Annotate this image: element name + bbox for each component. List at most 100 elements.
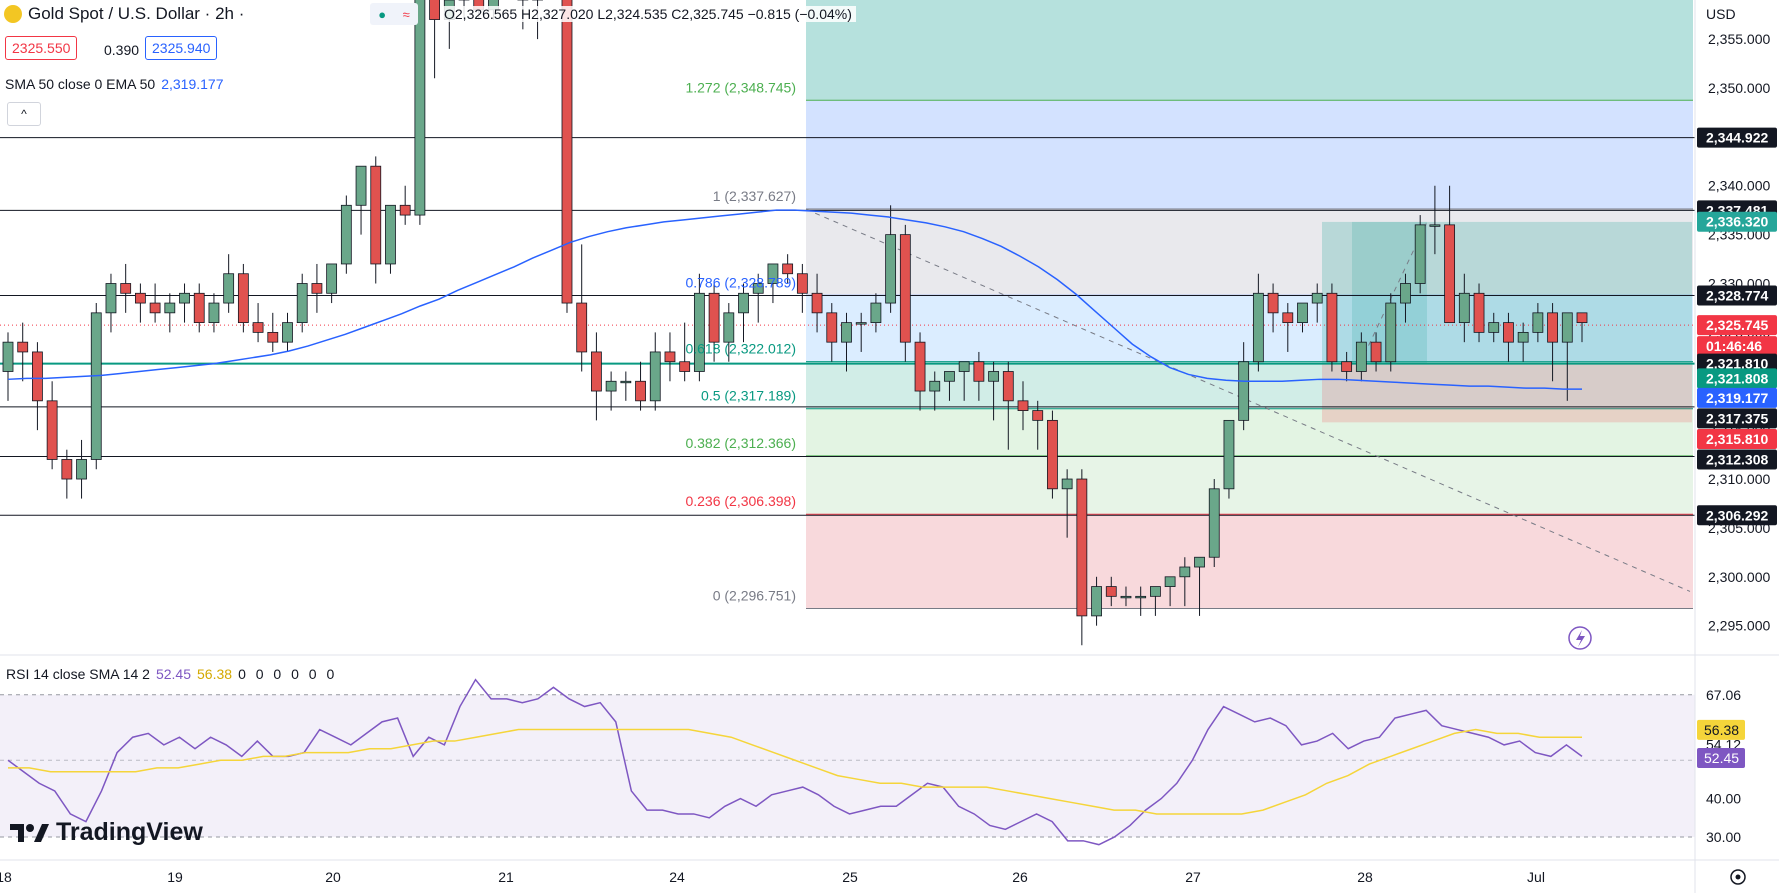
price-badge	[1697, 428, 1777, 449]
rsi-label: RSI 14 close SMA 14 2	[6, 666, 150, 682]
gold-symbol-icon	[4, 5, 22, 23]
time-axis-label: Jul	[1527, 869, 1545, 885]
price-badge	[1697, 449, 1777, 470]
candle-body	[738, 292, 749, 314]
candle-body	[1532, 312, 1544, 333]
candle-body	[1561, 312, 1573, 343]
candle-body	[2, 341, 14, 372]
time-axis-label: 20	[325, 869, 341, 885]
price-badge-label: 2,306.292	[1706, 507, 1768, 523]
price-badge-label: 2,321.810	[1706, 356, 1768, 372]
rsi-sma-line	[8, 728, 1582, 815]
candle-body	[61, 459, 73, 480]
candle-body	[1414, 224, 1426, 284]
price-badge	[1697, 368, 1777, 389]
candle-body	[1091, 586, 1102, 617]
time-axis-label: 21	[498, 869, 514, 885]
rsi-tick-label: 40.00	[1706, 791, 1741, 807]
candle-body	[752, 283, 764, 294]
candle-body	[355, 165, 367, 206]
time-axis-label: 26	[1012, 869, 1028, 885]
candle-body	[1223, 419, 1235, 490]
candle-body	[870, 302, 882, 324]
rsi-band-background	[0, 694, 1695, 837]
price-tick-label: 2,340.000	[1708, 178, 1770, 194]
fib-zone	[806, 295, 1693, 362]
candle-body	[252, 322, 264, 333]
candle-body	[620, 380, 632, 384]
candle-body	[1002, 371, 1014, 402]
buy-price-button[interactable]: 2325.940	[145, 36, 218, 60]
price-badge-label: 2,344.922	[1706, 130, 1768, 146]
sell-price-button[interactable]: 2325.550	[5, 36, 78, 60]
price-badge	[1697, 285, 1777, 306]
rsi-badge-label: 56.38	[1704, 722, 1739, 738]
tradingview-logo[interactable]: TradingView	[10, 818, 203, 847]
candle-body	[1252, 292, 1264, 363]
candle-body	[340, 204, 352, 265]
legend-toggle[interactable]: ● ≈	[370, 3, 418, 25]
price-badge-label: 2,336.320	[1706, 214, 1768, 230]
symbol-title[interactable]: Gold Spot / U.S. Dollar · 2h ·	[4, 4, 244, 24]
fib-zone	[806, 408, 1693, 456]
candle-body	[1267, 292, 1279, 314]
candle-body	[1444, 224, 1456, 324]
fib-level-label: 0 (2,296.751)	[713, 588, 796, 604]
candle-body	[105, 283, 117, 314]
fib-level-label: 1.272 (2,348.745)	[685, 79, 796, 95]
price-badge	[1697, 315, 1777, 336]
chevron-up-icon: ^	[21, 107, 27, 121]
dot-icon: ●	[378, 6, 387, 22]
candle-body	[1473, 292, 1485, 333]
price-badge-label: 2,321.808	[1706, 370, 1768, 386]
fib-zone	[806, 514, 1693, 609]
candle-body	[1503, 322, 1514, 343]
price-badge	[1697, 336, 1777, 357]
time-axis-label: 18	[0, 869, 12, 885]
sma-legend[interactable]: SMA 50 close 0 EMA 50 2,319.177	[5, 76, 224, 92]
candle-body	[1341, 361, 1353, 372]
collapse-legend-button[interactable]: ^	[7, 102, 41, 126]
fib-zone	[806, 0, 1693, 101]
candle-body	[267, 331, 279, 343]
price-badge-label: 2,317.375	[1706, 410, 1768, 426]
candle-body	[164, 302, 176, 314]
rsi-legend[interactable]: RSI 14 close SMA 14 2 52.45 56.38 0 0 0 0 0…	[6, 666, 337, 682]
candle-body	[1017, 400, 1029, 411]
tradingview-logo-text: TradingView	[56, 818, 203, 846]
candle-body	[899, 234, 911, 343]
settings-icon-center	[1735, 874, 1741, 880]
candle-body	[796, 273, 808, 294]
candle-body	[1076, 478, 1088, 617]
sma-line	[7, 209, 1582, 390]
candle-body	[179, 292, 190, 304]
ohlc-readout: O2,326.565 H2,327.020 L2,324.535 C2,325.…	[440, 6, 856, 22]
price-badge-label: 2,328.774	[1706, 287, 1768, 303]
price-badge	[1697, 505, 1777, 526]
candle-body	[1208, 488, 1220, 558]
price-tick-label: 2,310.000	[1708, 471, 1770, 487]
candle-body	[1120, 595, 1132, 599]
candle-body	[32, 351, 43, 402]
candle-body	[311, 283, 323, 294]
fib-zone	[806, 455, 1693, 515]
candle-body	[1194, 556, 1205, 568]
candle-body	[1282, 312, 1294, 324]
candle-body	[1150, 586, 1161, 597]
fib-level-label: 0.786 (2,328.789)	[685, 274, 796, 290]
candle-body	[429, 0, 440, 20]
candle-body	[811, 292, 823, 314]
candle-body	[1164, 576, 1176, 587]
candle-body	[723, 312, 735, 343]
price-badge-label: 2,312.308	[1706, 451, 1768, 467]
candle-body	[1547, 312, 1558, 343]
candle-body	[1576, 312, 1588, 324]
sma-label: SMA 50 close 0 EMA 50	[5, 76, 156, 92]
price-tick-label: 2,295.000	[1708, 618, 1770, 634]
candle-body	[649, 351, 661, 402]
price-tick-label: 2,300.000	[1708, 569, 1770, 585]
currency-selector[interactable]: USD	[1706, 6, 1736, 22]
candle-body	[223, 273, 235, 304]
candle-body	[1061, 478, 1073, 490]
